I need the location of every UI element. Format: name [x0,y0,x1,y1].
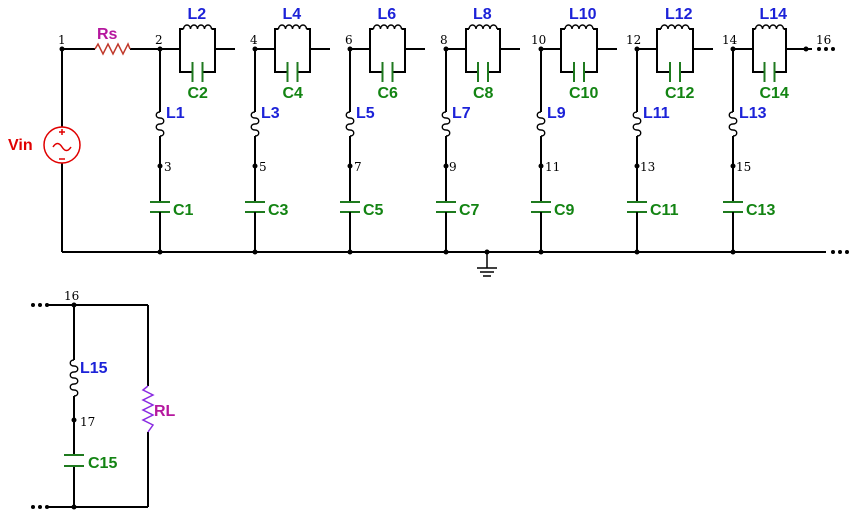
node-4: 4 [250,33,258,47]
rl-label: RL [154,403,176,420]
continuation-dots [31,47,849,509]
node-11: 11 [545,160,560,174]
vin-label: Vin [8,137,33,154]
node-5: 5 [259,160,267,174]
tank-l14: L14 C14 [730,6,806,102]
node-dots [59,46,809,255]
shunt-l11: L11 C11 [627,49,679,255]
c7-label: C7 [459,202,480,219]
resistor-rs [94,42,131,56]
inductor-l11 [632,111,642,137]
c10-label: C10 [569,85,598,102]
shunt-l13: L13 C13 [723,49,775,255]
l2-label: L2 [188,6,207,23]
node-15: 15 [736,160,751,174]
l5-label: L5 [356,105,375,122]
node-8: 8 [440,33,448,47]
tank-l12: L12 C12 [634,6,713,102]
resistor-rl [141,385,155,433]
shunt-l3: L3 C3 [245,49,289,255]
shunt-l1: L1 C1 [150,49,194,255]
node-3: 3 [164,160,172,174]
inductor-l8 [468,24,498,30]
l1-label: L1 [166,105,185,122]
tank-l4: L4 C4 [252,6,330,102]
rs-label: Rs [97,26,118,43]
node-17: 17 [80,415,95,429]
inductor-l2 [182,24,213,30]
l13-label: L13 [739,105,767,122]
inductor-l6 [372,24,403,30]
tank-l6: L6 C6 [347,6,425,102]
l9-label: L9 [547,105,566,122]
node-10: 10 [531,33,546,47]
c9-label: C9 [554,202,575,219]
tank-l2: L2 C2 [157,6,235,102]
inductor-l9 [536,111,546,137]
shunt-l9: L9 C9 [531,49,575,255]
node-13: 13 [640,160,655,174]
inductor-l12 [660,24,690,30]
voltage-source-vin [43,126,81,164]
c6-label: C6 [378,85,399,102]
inductor-l13 [728,111,738,137]
c15-label: C15 [88,455,117,472]
shunt-l5: L5 C5 [340,49,384,255]
main-wires [61,48,826,253]
node-7: 7 [354,160,362,174]
node-2: 2 [155,33,163,47]
ground-symbol [477,252,497,277]
l4-label: L4 [283,6,302,23]
shunt-branches: L1 C1 L3 C3 L5 C5 L7 C7 L9 C9 L11 C11 L13 C13 [150,49,775,255]
node-16-output: 16 [64,289,79,303]
c5-label: C5 [363,202,384,219]
inductor-l7 [441,111,451,137]
l11-label: L11 [643,105,670,122]
node-1: 1 [58,33,66,47]
tank-l10: L10 C10 [538,6,617,102]
c3-label: C3 [268,202,289,219]
tank-l8: L8 C8 [443,6,520,102]
shunt-l7: L7 C7 [436,49,480,255]
inductor-l15 [69,359,79,397]
c2-label: C2 [188,85,209,102]
node-14: 14 [722,33,738,47]
l14-label: L14 [760,6,788,23]
inductor-l1 [155,111,165,137]
inductor-l5 [345,111,355,137]
c13-label: C13 [746,202,775,219]
c11-label: C11 [650,202,679,219]
node-16: 16 [816,33,831,47]
c8-label: C8 [473,85,494,102]
tank-sections: L2 C2 L4 C4 L6 C6 L8 C8 L10 C10 L12 C12 L14 C14 [157,6,806,102]
l6-label: L6 [378,6,397,23]
l12-label: L12 [665,6,693,23]
inductor-l10 [564,24,594,30]
inductor-l14 [754,24,785,30]
node-9: 9 [449,160,457,174]
l15-label: L15 [80,360,108,377]
node-6: 6 [345,33,353,47]
c14-label: C14 [760,85,789,102]
l10-label: L10 [569,6,597,23]
l3-label: L3 [261,105,280,122]
l8-label: L8 [473,6,492,23]
c12-label: C12 [665,85,694,102]
inductor-l3 [250,111,260,137]
node-12: 12 [626,33,641,47]
output-section [47,302,155,510]
l7-label: L7 [452,105,471,122]
c4-label: C4 [283,85,304,102]
c1-label: C1 [173,202,194,219]
inductor-l4 [277,24,308,30]
